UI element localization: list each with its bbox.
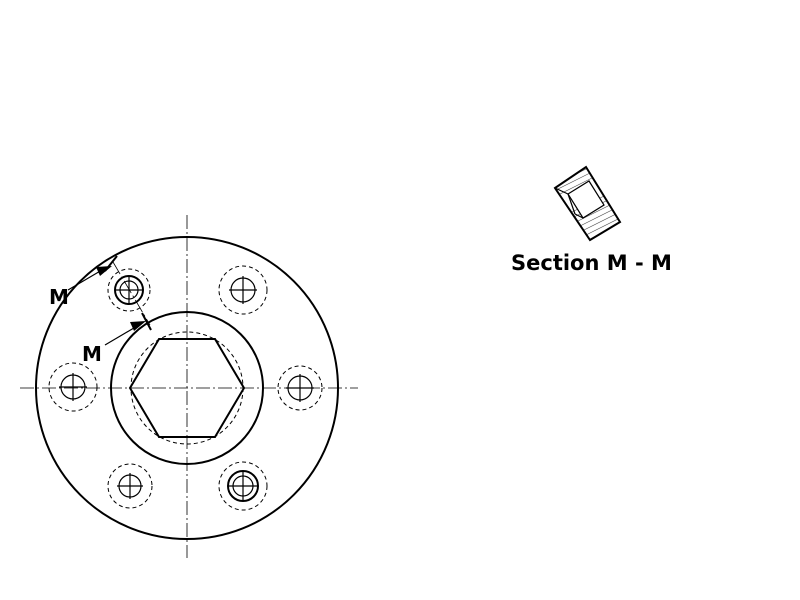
section-view: Section M - M [511, 165, 672, 275]
flange-front-view: M M [20, 215, 358, 558]
flange-outer-circle [35, 236, 339, 540]
cutting-plane-line [112, 261, 151, 326]
cut-label-outer: M [49, 285, 69, 309]
bolt-hole-right [277, 365, 323, 411]
hex-bore [128, 338, 246, 438]
bolt-hole-bottom-left [107, 463, 153, 509]
bolt-hole-bottom-right-countersunk [218, 461, 268, 511]
section-chamfer-top [554, 187, 569, 195]
cut-marker-outer [67, 255, 118, 291]
cut-marker-inner [104, 312, 152, 346]
section-title: Section M - M [511, 251, 672, 275]
section-chamfer-left [567, 193, 576, 215]
section-chamfer-bottom [574, 213, 584, 219]
section-outline [553, 165, 622, 242]
bolt-hole-left [48, 362, 98, 412]
cut-label-inner: M [82, 342, 102, 366]
hub-circle [110, 311, 264, 465]
bolt-hole-top-right [218, 265, 268, 315]
section-bore [567, 180, 605, 219]
